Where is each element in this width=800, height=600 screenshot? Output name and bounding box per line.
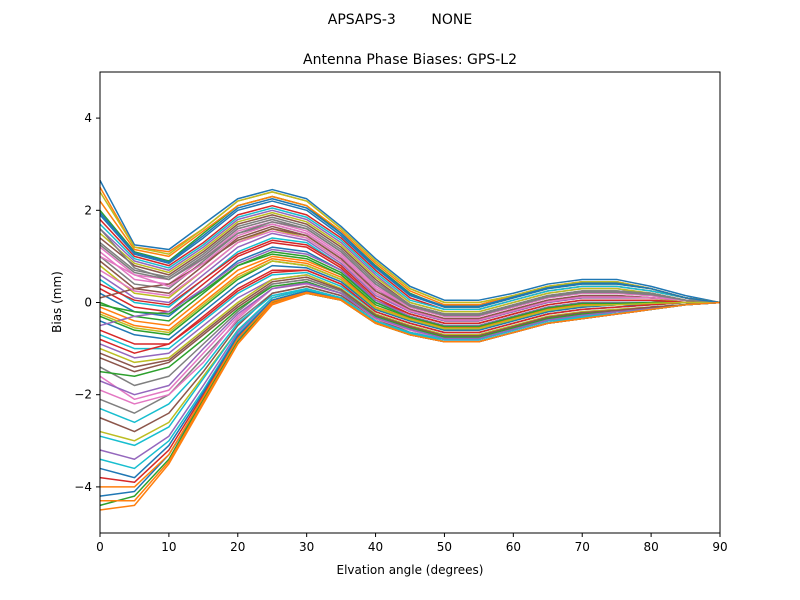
series-line xyxy=(99,198,721,307)
series-line xyxy=(100,292,721,502)
series-line xyxy=(99,253,720,328)
series-line xyxy=(99,248,720,327)
series-line xyxy=(99,239,720,324)
series-line xyxy=(99,191,721,304)
series-line xyxy=(99,260,720,334)
figure-suptitle: APSAPS-3 NONE xyxy=(328,12,472,28)
series-line xyxy=(99,218,721,317)
x-axis-label: Elvation angle (degrees) xyxy=(337,563,484,577)
x-axis-ticks: 0 10 20 30 40 50 60 70 80 90 xyxy=(96,533,728,554)
x-tick-label: 30 xyxy=(299,540,314,554)
series-line xyxy=(99,179,721,304)
x-tick-label: 60 xyxy=(506,540,521,554)
y-tick-label: 4 xyxy=(84,111,92,125)
x-tick-label: 20 xyxy=(230,540,245,554)
series-line xyxy=(99,211,721,313)
plot-area xyxy=(99,71,721,534)
x-tick-label: 0 xyxy=(96,540,104,554)
series-line xyxy=(99,223,721,318)
series-line xyxy=(99,274,721,364)
x-tick-label: 70 xyxy=(575,540,590,554)
x-tick-label: 90 xyxy=(712,540,727,554)
y-tick-label: 0 xyxy=(84,296,92,310)
x-tick-label: 10 xyxy=(161,540,176,554)
chart-title: Antenna Phase Biases: GPS-L2 xyxy=(303,52,517,68)
series-line xyxy=(99,276,721,368)
series-line xyxy=(99,200,721,308)
series-line xyxy=(99,282,721,396)
series-line xyxy=(99,207,721,311)
y-axis-ticks: −4 −2 0 2 4 xyxy=(74,111,100,494)
series-line xyxy=(99,230,721,321)
series-line xyxy=(99,269,720,354)
series-layer xyxy=(99,179,721,511)
x-tick-label: 40 xyxy=(368,540,383,554)
y-tick-label: −2 xyxy=(74,388,92,402)
series-line xyxy=(99,232,721,322)
series-line xyxy=(99,221,721,315)
y-tick-label: −4 xyxy=(74,480,92,494)
x-tick-label: 80 xyxy=(643,540,658,554)
y-tick-label: 2 xyxy=(84,203,92,217)
x-tick-label: 50 xyxy=(437,540,452,554)
y-axis-label: Bias (mm) xyxy=(50,271,64,333)
